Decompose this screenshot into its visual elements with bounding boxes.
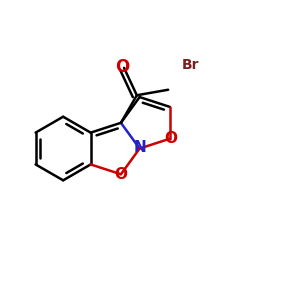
Text: O: O [114,167,127,182]
Text: O: O [164,130,177,146]
Text: N: N [133,140,146,155]
Text: O: O [116,58,130,76]
Text: Br: Br [182,58,200,72]
